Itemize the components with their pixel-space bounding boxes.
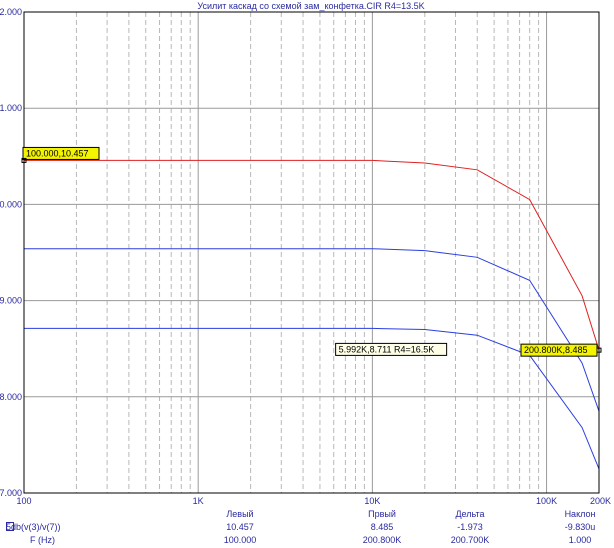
readout-row-label: F (Hz) [30, 535, 55, 545]
trace-selector-icon[interactable] [6, 522, 14, 531]
x-tick-label: 10K [364, 496, 380, 506]
annotation-label: 5.992K,8.711 R4=16.5K [339, 344, 435, 354]
y-tick-label: 11.000 [0, 103, 22, 113]
cursor-marker [21, 157, 27, 163]
chart-title: Усилит каскад со схемой зам_конфетка.CIR… [197, 1, 424, 11]
value-delta: -1.973 [457, 522, 483, 532]
y-tick-label: 7.000 [0, 488, 22, 498]
annotation-box [335, 342, 448, 356]
series-line-3 [24, 327, 600, 470]
bode-plot: Усилит каскад со схемой зам_конфетка.CIR… [0, 1, 611, 506]
series-line-1 [24, 159, 600, 351]
readout-header-row: Левый Првый Дельта Наклон [0, 509, 614, 520]
header-slope: Наклон [564, 509, 596, 519]
x-tick-label: 100 [16, 496, 31, 506]
trace-marker: 5 [6, 522, 12, 532]
y-tick-label: 9.000 [0, 296, 22, 306]
plot-frame [23, 11, 600, 494]
y-tick-label: 12.000 [0, 7, 22, 17]
value-right: 200.800K [362, 535, 402, 545]
x-tick-label: 1K [193, 496, 204, 506]
readout-row-freq: F (Hz) 100.000 200.800K 200.700K 1.000 [0, 535, 614, 546]
header-right: Првый [368, 509, 396, 519]
x-tick-label: 200K [590, 496, 611, 506]
y-tick-label: 10.000 [0, 199, 22, 209]
cursor-readout-panel: Левый Првый Дельта Наклон 5db(v(3)/v(7))… [0, 509, 614, 548]
header-delta: Дельта [455, 509, 485, 519]
y-tick-label: 8.000 [0, 392, 22, 402]
cursor-marker [596, 347, 602, 353]
value-right: 8.485 [370, 522, 394, 532]
annotation-label: 200.800K,8.485 [524, 345, 588, 355]
readout-row-label: 5db(v(3)/v(7)) [6, 522, 61, 532]
grid [23, 11, 600, 494]
value-left: 100.000 [223, 535, 257, 545]
annotation-box [22, 146, 100, 160]
y-axis: 7.000 8.000 9.000 10.000 11.000 12.000 [0, 7, 22, 498]
readout-row-db[interactable]: 5db(v(3)/v(7)) 10.457 8.485 -1.973 -9.83… [0, 522, 614, 533]
header-left: Левый [226, 509, 254, 519]
cursor-annotations: 100.000,10.457 200.800K,8.485 5.992K,8.711… [21, 146, 602, 357]
value-left: 10.457 [226, 522, 254, 532]
value-slope: 1.000 [568, 535, 592, 545]
trace-label: db(v(3)/v(7)) [11, 522, 61, 532]
series-line-2 [24, 248, 600, 412]
x-tick-label: 100K [536, 496, 557, 506]
annotation-label: 100.000,10.457 [26, 148, 89, 158]
value-slope: -9.830u [564, 522, 596, 532]
series-lines [24, 159, 600, 470]
value-delta: 200.700K [450, 535, 490, 545]
x-axis: 100 1K 10K 100K 200K [16, 496, 611, 506]
